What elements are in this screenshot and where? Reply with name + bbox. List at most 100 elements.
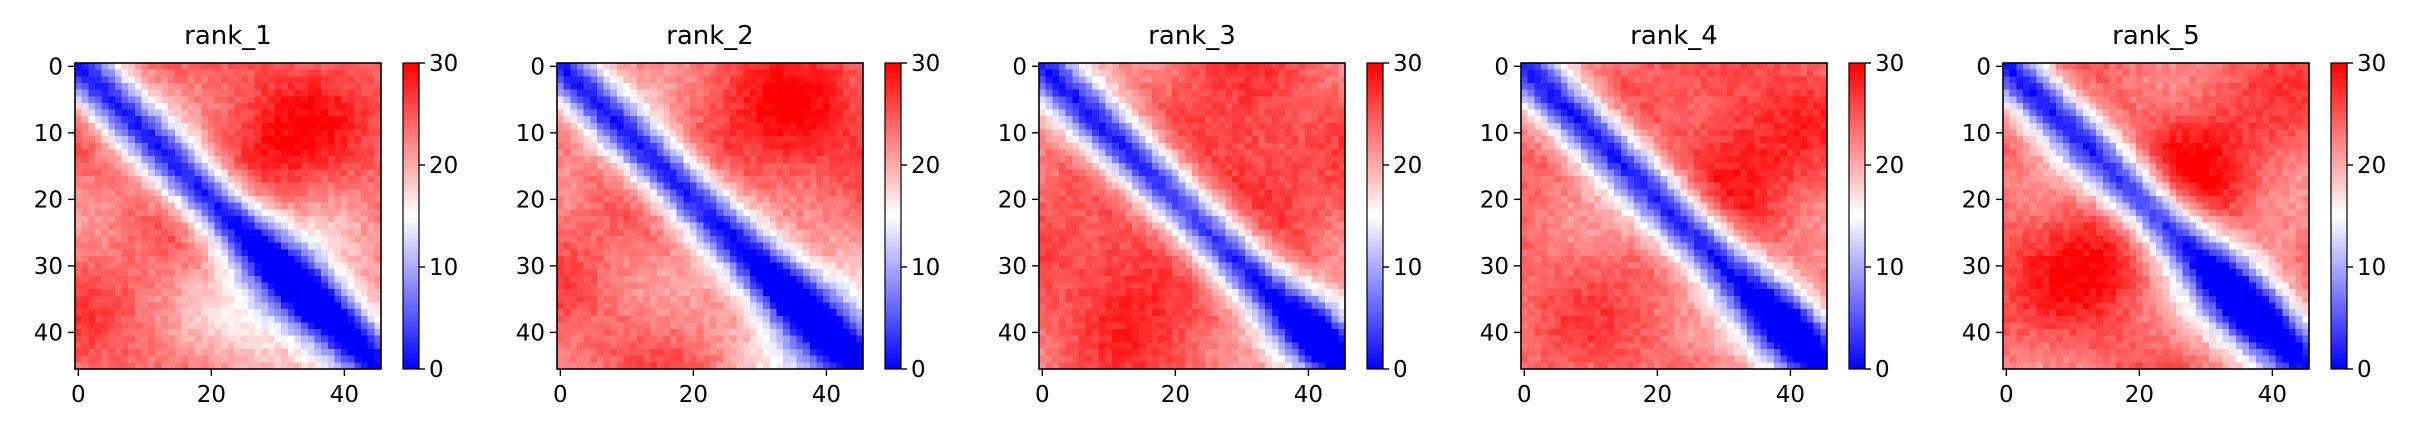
heatmap-cell (148, 322, 156, 330)
heatmap-cell (710, 96, 718, 104)
heatmap-cell (736, 142, 744, 151)
heatmap-cell (836, 209, 844, 217)
heatmap-cell (1291, 136, 1300, 144)
heatmap-cell (174, 129, 183, 137)
heatmap-cell (1078, 162, 1087, 171)
heatmap-cell (208, 289, 216, 297)
heatmap-cell (201, 222, 209, 230)
heatmap-cell (81, 329, 89, 337)
heatmap-cell (188, 149, 196, 157)
heatmap-cell (716, 269, 724, 277)
heatmap-cell (367, 176, 375, 184)
heatmap-cell (616, 262, 625, 270)
heatmap-cell (267, 196, 276, 204)
heatmap-cell (603, 69, 611, 77)
heatmap-cell (241, 142, 249, 151)
heatmap-cell (281, 302, 289, 310)
heatmap-cell (716, 136, 724, 144)
heatmap-cell (816, 242, 824, 250)
heatmap-cell (247, 149, 256, 157)
heatmap-cell (201, 282, 209, 290)
heatmap-cell (696, 242, 704, 250)
heatmap-cell (94, 329, 103, 337)
heatmap-cell (287, 109, 296, 117)
heatmap-cell (221, 196, 229, 204)
heatmap-cell (776, 156, 784, 164)
heatmap-cell (267, 255, 276, 264)
heatmap-cell (354, 156, 362, 164)
heatmap-cell (796, 229, 804, 237)
heatmap-cell (301, 249, 309, 257)
heatmap-cell (816, 69, 824, 77)
heatmap-cell (374, 315, 382, 324)
heatmap-cell (716, 255, 724, 264)
heatmap-cell (208, 129, 216, 137)
heatmap-cell (769, 176, 778, 184)
heatmap-cell (716, 335, 724, 343)
heatmap-cell (656, 82, 665, 91)
heatmap-cell (716, 349, 724, 357)
heatmap-cell (769, 202, 778, 210)
heatmap-cell (101, 302, 109, 310)
heatmap-cell (241, 355, 249, 363)
heatmap-cell (287, 362, 296, 370)
heatmap-cell (769, 89, 778, 97)
heatmap-cell (254, 122, 262, 131)
heatmap-cell (1065, 122, 1073, 131)
heatmap-cell (650, 322, 658, 330)
heatmap-cell (214, 182, 222, 190)
heatmap-cell (809, 76, 818, 84)
heatmap-cell (690, 242, 698, 250)
heatmap-cell (148, 249, 156, 257)
heatmap-cell (294, 109, 302, 117)
heatmap-cell (849, 355, 857, 363)
heatmap-cell (121, 109, 129, 117)
heatmap-cell (327, 329, 336, 337)
heatmap-cell (703, 216, 711, 224)
heatmap-cell (214, 156, 222, 164)
heatmap-cell (616, 229, 625, 237)
heatmap-cell (181, 355, 189, 363)
heatmap-cell (114, 315, 123, 324)
heatmap-cell (636, 182, 645, 190)
heatmap-cell (281, 329, 289, 337)
heatmap-cell (307, 335, 316, 343)
heatmap-cell (287, 202, 296, 210)
heatmap-cell (121, 216, 129, 224)
heatmap-cell (81, 116, 89, 124)
heatmap-cell (616, 216, 625, 224)
heatmap-cell (128, 216, 136, 224)
heatmap-cell (228, 69, 236, 77)
heatmap-cell (261, 275, 269, 284)
heatmap-cell (690, 269, 698, 277)
heatmap-cell (267, 209, 276, 217)
heatmap-cell (736, 362, 744, 370)
heatmap-cell (148, 202, 156, 210)
heatmap-cell (101, 129, 109, 137)
heatmap-cell (796, 309, 804, 317)
heatmap-cell (188, 96, 196, 104)
heatmap-cell (690, 76, 698, 84)
heatmap-cell (154, 355, 163, 363)
heatmap-cell (201, 309, 209, 317)
heatmap-cell (749, 142, 758, 151)
heatmap-cell (683, 102, 691, 111)
heatmap-cell (1251, 109, 1260, 117)
heatmap-cell (327, 295, 336, 304)
heatmap-cell (1211, 129, 1220, 137)
heatmap-cell (796, 289, 804, 297)
heatmap-cell (347, 136, 355, 144)
heatmap-cell (590, 315, 598, 324)
heatmap-cell (623, 342, 631, 350)
heatmap-cell (756, 289, 764, 297)
heatmap-cell (616, 249, 625, 257)
heatmap-cell (188, 309, 196, 317)
heatmap-cell (108, 129, 116, 137)
heatmap-cell (1152, 102, 1160, 111)
heatmap-cell (334, 149, 342, 157)
heatmap-cell (570, 322, 578, 330)
heatmap-cell (314, 235, 322, 244)
heatmap-cell (563, 269, 571, 277)
heatmap-cell (636, 142, 645, 151)
heatmap-cell (809, 202, 818, 210)
